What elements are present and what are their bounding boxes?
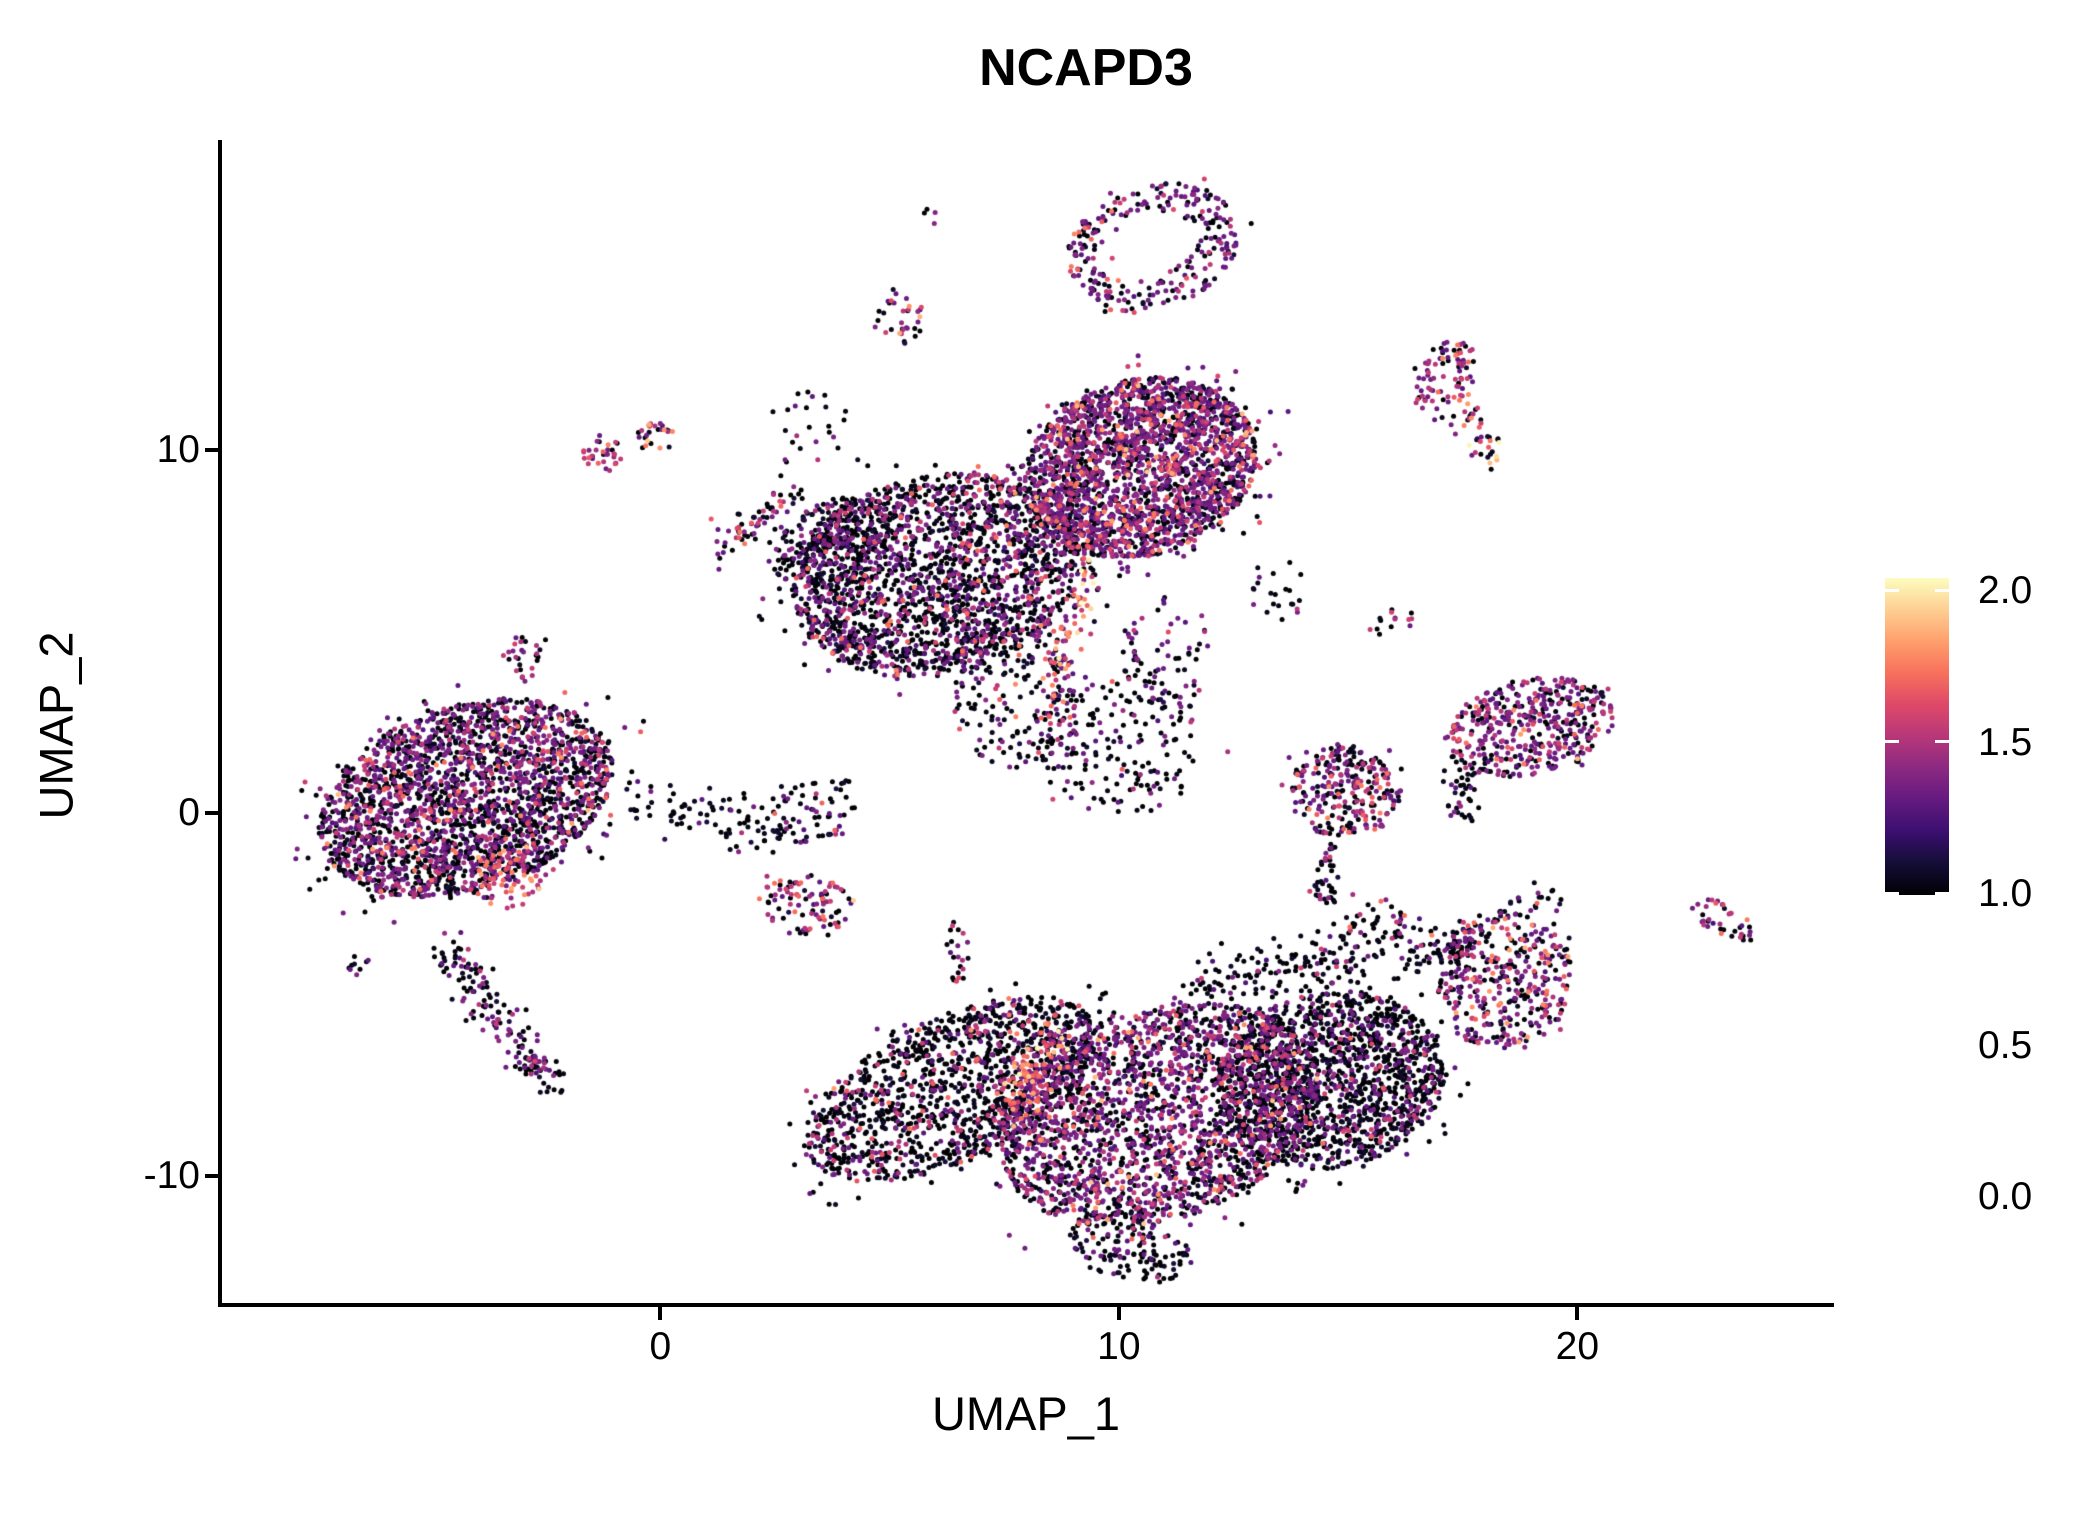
- x-tick-label: 20: [1555, 1325, 1600, 1368]
- colorbar-tick-label: 1.5: [1978, 720, 2033, 764]
- x-tick-label: 10: [1097, 1325, 1141, 1368]
- colorbar-tick-label: 0.5: [1978, 1023, 2033, 1067]
- colorbar-tick-mark: [1885, 891, 1899, 895]
- x-tick-mark: [1575, 1307, 1580, 1320]
- colorbar-tick-mark: [1935, 588, 1949, 592]
- colorbar-tick-mark: [1935, 1194, 1949, 1198]
- colorbar-tick-label: 2.0: [1978, 569, 2033, 612]
- y-tick-label: 0: [178, 790, 200, 834]
- y-tick-mark: [205, 448, 218, 453]
- y-tick-label: -10: [143, 1153, 200, 1197]
- colorbar-tick-mark: [1935, 740, 1949, 744]
- x-tick-mark: [1116, 1307, 1121, 1320]
- colorbar-tick-mark: [1885, 1194, 1899, 1198]
- colorbar-tick-label: 0.0: [1978, 1175, 2033, 1219]
- plot-title: NCAPD3: [979, 39, 1193, 97]
- y-tick-mark: [205, 1173, 218, 1178]
- colorbar-tick-mark: [1885, 588, 1899, 592]
- colorbar-tick-mark: [1885, 1043, 1899, 1047]
- colorbar-tick-mark: [1935, 1043, 1949, 1047]
- x-tick-mark: [658, 1307, 663, 1320]
- colorbar-tick-label: 1.0: [1978, 872, 2033, 916]
- x-axis-title: UMAP_1: [931, 1387, 1121, 1440]
- y-axis-title: UMAP_2: [29, 631, 83, 820]
- x-tick-label: 0: [649, 1325, 672, 1368]
- colorbar-tick-mark: [1885, 740, 1899, 744]
- y-axis-line: [218, 140, 222, 1307]
- colorbar-tick-mark: [1935, 891, 1949, 895]
- y-tick-mark: [205, 810, 218, 815]
- colorbar-legend: [1885, 578, 1949, 895]
- x-axis-line: [218, 1303, 1834, 1307]
- y-tick-label: 10: [156, 428, 200, 472]
